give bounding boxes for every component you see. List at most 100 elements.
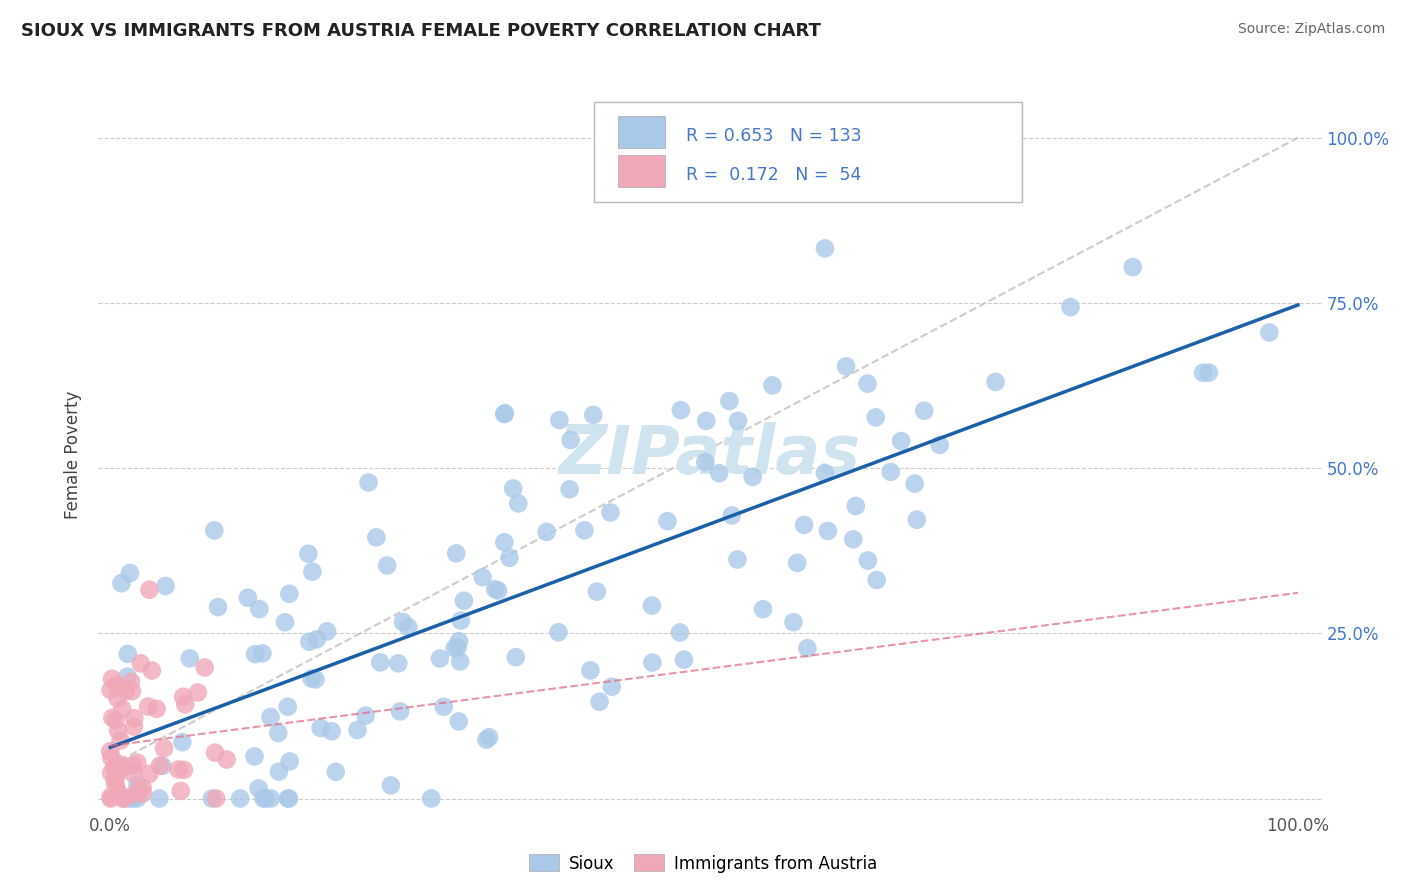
Point: [207, 600, 229, 615]
Point: [879, 465, 901, 479]
Point: [478, 730, 501, 744]
Point: [392, 615, 415, 629]
Point: [153, 741, 176, 756]
Point: [136, 699, 159, 714]
Point: [786, 556, 808, 570]
Point: [588, 695, 610, 709]
Point: [301, 672, 323, 686]
Point: [267, 726, 290, 740]
Point: [453, 593, 475, 607]
Point: [254, 791, 277, 805]
Point: [117, 791, 139, 805]
Point: [204, 746, 226, 760]
Point: [865, 410, 887, 425]
Point: [471, 570, 494, 584]
Point: [110, 733, 132, 747]
Point: [141, 664, 163, 678]
Point: [172, 690, 194, 704]
Text: ZIPatlas: ZIPatlas: [560, 422, 860, 488]
Point: [110, 576, 132, 591]
Point: [446, 640, 468, 655]
Point: [396, 620, 419, 634]
Point: [145, 702, 167, 716]
Point: [695, 455, 717, 469]
Point: [105, 678, 128, 692]
Point: [297, 547, 319, 561]
Text: SIOUX VS IMMIGRANTS FROM AUSTRIA FEMALE POVERTY CORRELATION CHART: SIOUX VS IMMIGRANTS FROM AUSTRIA FEMALE …: [21, 22, 821, 40]
Point: [104, 774, 127, 789]
Point: [814, 466, 837, 480]
Point: [169, 784, 191, 798]
Point: [727, 414, 749, 428]
Point: [450, 614, 472, 628]
Point: [752, 602, 775, 616]
Point: [447, 714, 470, 729]
Point: [305, 632, 328, 647]
Point: [309, 721, 332, 735]
Point: [420, 791, 443, 805]
Point: [325, 764, 347, 779]
Point: [304, 673, 326, 687]
Point: [125, 791, 148, 805]
Point: [100, 683, 122, 698]
Point: [890, 434, 912, 449]
Point: [121, 684, 143, 698]
Point: [173, 763, 195, 777]
Point: [316, 624, 339, 639]
Point: [179, 651, 201, 665]
Text: R = 0.653   N = 133: R = 0.653 N = 133: [686, 127, 862, 145]
Point: [657, 514, 679, 528]
Point: [725, 552, 748, 566]
Point: [814, 241, 837, 255]
Point: [346, 723, 368, 737]
Point: [122, 791, 145, 805]
Point: [484, 582, 506, 597]
Point: [117, 669, 139, 683]
Point: [187, 685, 209, 699]
Point: [215, 752, 238, 766]
Point: [1198, 366, 1220, 380]
Point: [380, 778, 402, 792]
Point: [148, 791, 170, 805]
Point: [433, 699, 456, 714]
Point: [301, 565, 323, 579]
Point: [1192, 366, 1215, 380]
Point: [494, 535, 516, 549]
Point: [494, 406, 516, 420]
Text: Source: ZipAtlas.com: Source: ZipAtlas.com: [1237, 22, 1385, 37]
Point: [375, 558, 398, 573]
Point: [600, 680, 623, 694]
Point: [277, 699, 299, 714]
Point: [111, 762, 134, 776]
Point: [389, 705, 412, 719]
Point: [796, 641, 818, 656]
Point: [252, 646, 274, 660]
Point: [100, 766, 122, 780]
Point: [599, 506, 621, 520]
Point: [720, 508, 742, 523]
Point: [120, 674, 142, 689]
Point: [695, 414, 717, 428]
Point: [366, 530, 388, 544]
Point: [1122, 260, 1144, 274]
Point: [98, 744, 121, 758]
Point: [741, 470, 763, 484]
Point: [558, 483, 581, 497]
Point: [247, 781, 270, 796]
Point: [149, 758, 172, 772]
Point: [298, 634, 321, 648]
Point: [205, 791, 228, 805]
Point: [641, 599, 664, 613]
Point: [904, 476, 927, 491]
Point: [357, 475, 380, 490]
Point: [107, 784, 129, 798]
Point: [247, 602, 270, 616]
Point: [277, 791, 299, 805]
Point: [114, 684, 136, 698]
Point: [560, 433, 582, 447]
FancyBboxPatch shape: [619, 116, 665, 148]
Point: [856, 376, 879, 391]
Point: [761, 378, 783, 392]
Point: [104, 713, 127, 727]
Point: [669, 403, 692, 417]
